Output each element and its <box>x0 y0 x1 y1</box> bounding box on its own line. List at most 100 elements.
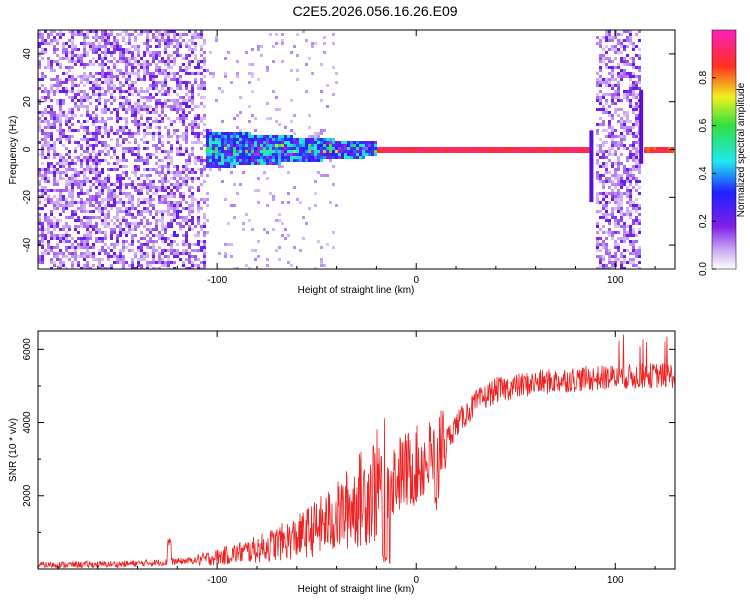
spectrogram-cell <box>146 219 149 222</box>
spectrogram-cell <box>155 111 158 114</box>
spectrogram-cell <box>140 33 143 36</box>
spectrogram-cell <box>314 180 317 183</box>
spectrogram-cell <box>62 72 65 75</box>
spectrogram-cell <box>107 66 110 69</box>
spectrogram-cell <box>170 87 173 90</box>
spectrogram-cell <box>98 195 101 198</box>
spectrogram-cell <box>95 129 98 132</box>
spectrogram-cell <box>542 147 545 150</box>
spectrogram-cell <box>95 231 98 234</box>
spectrogram-cell <box>68 30 71 33</box>
spectrogram-cell <box>611 69 614 72</box>
spectrogram-cell <box>119 69 122 72</box>
spectrogram-cell <box>194 171 197 174</box>
spectrogram-cell <box>53 45 56 48</box>
spectrogram-cell <box>86 99 89 102</box>
spectrogram-cell <box>53 168 56 171</box>
spectrogram-cell <box>146 246 149 249</box>
spectrogram-cell <box>164 114 167 117</box>
spectrogram-cell <box>536 150 539 153</box>
spectrogram-cell <box>86 264 89 267</box>
spectrogram-cell <box>107 252 110 255</box>
spectrogram-cell <box>146 201 149 204</box>
spectrogram-cell <box>332 66 335 69</box>
spectrogram-cell <box>155 162 158 165</box>
spectrogram-cell <box>329 159 332 162</box>
spectrogram-cell <box>104 267 107 269</box>
spectrogram-cell <box>212 144 215 147</box>
spectrogram-cell <box>182 252 185 255</box>
spectrogram-cell <box>260 156 263 159</box>
spectrogram-cell <box>86 240 89 243</box>
spectrogram-cell <box>137 201 140 204</box>
spectrogram-cell <box>65 138 68 141</box>
spectrogram-cell <box>155 57 158 60</box>
spectrogram-cell <box>71 75 74 78</box>
spectrogram-cell <box>191 171 194 174</box>
spectrogram-cell <box>146 186 149 189</box>
spectrogram-cell <box>194 117 197 120</box>
spectrogram-cell <box>611 60 614 63</box>
spectrogram-cell <box>599 216 602 219</box>
spectrogram-cell <box>596 81 599 84</box>
spectrogram-cell <box>491 150 494 153</box>
spectrogram-cell <box>278 162 281 165</box>
spectrogram-cell <box>476 147 479 150</box>
spectrogram-cell <box>200 72 203 75</box>
spectrogram-cell <box>602 78 605 81</box>
spectrogram-cell <box>194 225 197 228</box>
spectrogram-cell <box>50 99 53 102</box>
spectrogram-cell <box>80 63 83 66</box>
spectrogram-cell <box>179 102 182 105</box>
spectrogram-cell <box>203 243 206 246</box>
spectrogram-cell <box>605 102 608 105</box>
spectrogram-cell <box>623 165 626 168</box>
spectrogram-cell <box>359 150 362 153</box>
spectrogram-cell <box>182 99 185 102</box>
spectrogram-cell <box>515 147 518 150</box>
spectrogram-cell <box>629 144 632 147</box>
spectrogram-cell <box>179 252 182 255</box>
spectrogram-cell <box>155 69 158 72</box>
spectrogram-cell <box>92 156 95 159</box>
spectrogram-cell <box>71 66 74 69</box>
spectrogram-cell <box>611 93 614 96</box>
spectrogram-cell <box>83 39 86 42</box>
spectrogram-cell <box>287 261 290 264</box>
spectrogram-cell <box>179 153 182 156</box>
spectrogram-cell <box>200 48 203 51</box>
spectrogram-cell <box>146 117 149 120</box>
spectrogram-cell <box>194 48 197 51</box>
spectrogram-cell <box>86 120 89 123</box>
spectrogram-cell <box>101 117 104 120</box>
spectrogram-cell <box>152 252 155 255</box>
spectrogram-cell <box>194 57 197 60</box>
spectrogram-cell <box>125 195 128 198</box>
spectrogram-cell <box>44 213 47 216</box>
spectrogram-cell <box>47 57 50 60</box>
spectrogram-cell <box>194 114 197 117</box>
spectrogram-cell <box>167 153 170 156</box>
spectrogram-cell <box>161 117 164 120</box>
spectrogram-cell <box>632 84 635 87</box>
spectrogram-cell <box>95 162 98 165</box>
spectrogram-cell <box>161 177 164 180</box>
spectrogram-cell <box>110 243 113 246</box>
spectrogram-cell <box>176 249 179 252</box>
spectrogram-cell <box>68 162 71 165</box>
spectrogram-cell <box>83 174 86 177</box>
spectrogram-cell <box>77 216 80 219</box>
spectrogram-cell <box>50 108 53 111</box>
spectrogram-cell <box>143 210 146 213</box>
spectrogram-cell <box>146 174 149 177</box>
spectrogram-cell <box>329 147 332 150</box>
spectrogram-cell <box>605 84 608 87</box>
spectrogram-cell <box>53 111 56 114</box>
spectrogram-cell <box>134 132 137 135</box>
spectrogram-cell <box>614 192 617 195</box>
spectrogram-cell <box>602 111 605 114</box>
spectrogram-cell <box>65 78 68 81</box>
spectrogram-cell <box>185 114 188 117</box>
spectrogram-cell <box>62 240 65 243</box>
spectrogram-cell <box>131 54 134 57</box>
